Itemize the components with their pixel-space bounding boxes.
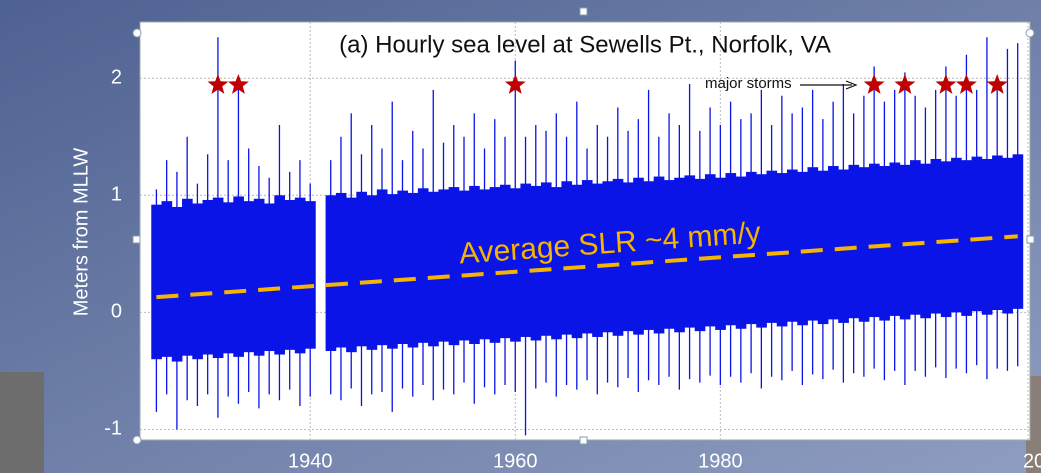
core-band	[890, 163, 901, 316]
core-band	[972, 157, 983, 312]
core-band	[931, 159, 942, 314]
y-axis-label: Meters from MLLW	[70, 148, 92, 317]
core-band	[418, 188, 429, 343]
core-band	[244, 201, 255, 352]
core-band	[449, 187, 460, 345]
y-tick-label: 0	[111, 301, 122, 323]
slide: Average SLR ~4 mm/y (a) Hourly sea level…	[0, 0, 1041, 473]
core-band	[951, 158, 962, 313]
x-tick-label: 20	[1023, 450, 1041, 472]
core-band	[192, 203, 203, 359]
core-band	[387, 194, 398, 349]
core-band	[428, 192, 439, 347]
core-band	[736, 177, 747, 329]
photo-left	[0, 372, 44, 473]
core-band	[818, 171, 829, 324]
core-band	[162, 201, 173, 357]
core-band	[377, 189, 388, 345]
core-band	[766, 171, 777, 323]
y-tick-label: -1	[104, 418, 122, 440]
core-band	[777, 173, 788, 326]
chart-title: (a) Hourly sea level at Sewells Pt., Nor…	[339, 31, 831, 58]
core-band	[203, 200, 214, 355]
x-tick-label: 1940	[288, 450, 333, 472]
core-band	[910, 160, 921, 315]
core-band	[274, 195, 285, 354]
annotation: major storms	[705, 75, 792, 92]
core-band	[992, 155, 1003, 310]
core-band	[715, 178, 726, 330]
core-band	[408, 193, 419, 348]
core-band	[397, 191, 408, 344]
core-band	[264, 203, 275, 351]
core-band	[285, 200, 296, 350]
core-band	[336, 193, 347, 348]
core-band	[356, 192, 367, 347]
core-band	[849, 165, 860, 318]
x-tick-label: 1980	[698, 450, 743, 472]
core-band	[326, 195, 337, 351]
core-band	[233, 196, 244, 356]
core-band	[787, 170, 798, 322]
core-band	[869, 164, 880, 317]
core-band	[859, 167, 870, 322]
core-band	[295, 198, 306, 354]
y-tick-label: 1	[111, 184, 122, 206]
core-band	[756, 174, 767, 327]
core-band	[838, 170, 849, 323]
core-band	[797, 172, 808, 325]
core-band	[367, 195, 378, 350]
x-tick-label: 1960	[493, 450, 538, 472]
core-band	[305, 201, 316, 349]
core-band	[213, 198, 224, 358]
core-band	[808, 167, 819, 320]
core-band	[346, 198, 357, 353]
core-band	[182, 199, 193, 356]
core-band	[172, 207, 183, 362]
core-band	[1013, 154, 1024, 309]
core-band	[151, 205, 162, 360]
core-band	[438, 189, 449, 341]
core-band	[879, 166, 890, 321]
y-tick-label: 2	[111, 66, 122, 88]
core-band	[695, 179, 706, 331]
core-band	[254, 199, 265, 356]
core-band	[223, 202, 234, 353]
core-band	[920, 164, 931, 319]
core-band	[828, 166, 839, 319]
